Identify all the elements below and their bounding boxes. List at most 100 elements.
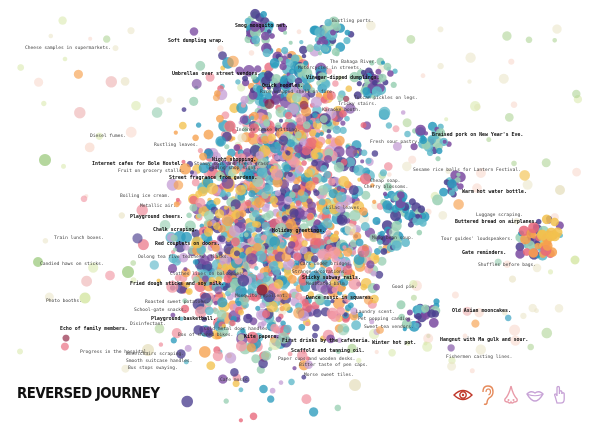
memory-dot[interactable] <box>205 306 214 316</box>
memory-dot[interactable] <box>249 123 260 134</box>
memory-label[interactable]: Red couplets on doors. <box>155 241 220 247</box>
memory-dot[interactable] <box>339 110 347 118</box>
memory-dot[interactable] <box>80 195 88 203</box>
memory-dot[interactable] <box>519 170 530 181</box>
memory-dot[interactable] <box>256 272 264 280</box>
memory-dot[interactable] <box>343 247 353 257</box>
memory-label[interactable]: Cars under bridges. <box>300 262 353 267</box>
memory-dot[interactable] <box>130 260 137 266</box>
memory-dot[interactable] <box>256 279 263 286</box>
memory-dot[interactable] <box>360 159 365 164</box>
memory-dot[interactable] <box>299 45 308 55</box>
memory-dot[interactable] <box>256 85 264 93</box>
memory-dot[interactable] <box>467 79 472 84</box>
memory-dot[interactable] <box>343 95 350 102</box>
memory-dot[interactable] <box>212 94 220 102</box>
memory-dot[interactable] <box>226 161 232 166</box>
memory-label[interactable]: Holiday greetings. <box>272 228 325 234</box>
memory-dot[interactable] <box>378 73 387 82</box>
memory-label[interactable]: Steamy soil and fresh grass. <box>194 162 272 167</box>
memory-dot[interactable] <box>295 292 303 300</box>
memory-dot[interactable] <box>249 115 255 121</box>
memory-dot[interactable] <box>285 150 291 156</box>
memory-label[interactable]: Motorcycles in streets. <box>298 66 362 71</box>
memory-dot[interactable] <box>296 29 302 35</box>
memory-dot[interactable] <box>266 246 274 254</box>
memory-dot[interactable] <box>347 302 354 309</box>
memory-dot[interactable] <box>235 267 243 275</box>
memory-dot[interactable] <box>369 319 375 325</box>
memory-label[interactable]: Mosquito repellent. <box>235 294 288 299</box>
memory-dot[interactable] <box>426 149 434 157</box>
memory-dot[interactable] <box>206 361 216 370</box>
memory-dot[interactable] <box>347 295 353 301</box>
memory-dot[interactable] <box>402 161 412 172</box>
memory-dot[interactable] <box>142 344 154 356</box>
memory-label[interactable]: Sticky subway rails. <box>302 275 361 281</box>
memory-dot[interactable] <box>302 121 311 130</box>
memory-dot[interactable] <box>261 135 270 144</box>
memory-dot[interactable] <box>277 151 283 156</box>
memory-dot[interactable] <box>199 346 211 358</box>
memory-dot[interactable] <box>248 190 256 198</box>
memory-dot[interactable] <box>390 210 402 222</box>
memory-dot[interactable] <box>280 320 286 327</box>
memory-dot[interactable] <box>299 100 309 110</box>
memory-dot[interactable] <box>173 180 184 190</box>
memory-label[interactable]: Paper cups and wooden desks. <box>278 357 356 362</box>
memory-label[interactable]: Sesame rice balls for Lantern Festival. <box>413 168 521 173</box>
memory-dot[interactable] <box>387 70 394 77</box>
memory-dot[interactable] <box>261 350 272 361</box>
memory-dot[interactable] <box>283 203 291 210</box>
memory-dot[interactable] <box>278 380 284 385</box>
memory-dot[interactable] <box>60 342 69 351</box>
memory-dot[interactable] <box>328 189 338 199</box>
memory-dot[interactable] <box>237 133 247 143</box>
memory-dot[interactable] <box>279 62 287 71</box>
memory-dot[interactable] <box>357 245 370 258</box>
memory-dot[interactable] <box>285 245 295 255</box>
memory-dot[interactable] <box>283 196 293 205</box>
memory-label[interactable]: Buttered bread on airplanes. <box>455 219 538 225</box>
memory-dot[interactable] <box>44 292 54 302</box>
memory-dot[interactable] <box>402 327 407 332</box>
memory-label[interactable]: Bustling ports. <box>332 19 374 24</box>
memory-dot[interactable] <box>248 293 256 301</box>
memory-dot[interactable] <box>277 23 287 33</box>
memory-dot[interactable] <box>373 283 380 291</box>
memory-dot[interactable] <box>156 278 161 283</box>
memory-dot[interactable] <box>297 72 303 78</box>
memory-dot[interactable] <box>353 91 362 100</box>
memory-dot[interactable] <box>316 40 321 45</box>
memory-dot[interactable] <box>256 284 268 296</box>
memory-dot[interactable] <box>304 168 313 178</box>
memory-dot[interactable] <box>320 165 328 172</box>
memory-dot[interactable] <box>243 65 255 77</box>
memory-dot[interactable] <box>522 179 533 190</box>
memory-dot[interactable] <box>391 240 402 251</box>
memory-label[interactable]: Scaffold and tanning oil. <box>291 348 365 354</box>
memory-label[interactable]: Luggage scraping. <box>476 213 524 218</box>
memory-dot[interactable] <box>215 136 226 147</box>
memory-dot[interactable] <box>178 252 189 263</box>
memory-dot[interactable] <box>358 76 363 81</box>
memory-dot[interactable] <box>298 323 306 331</box>
memory-dot[interactable] <box>301 160 307 166</box>
memory-dot[interactable] <box>127 27 135 35</box>
memory-label[interactable]: School-gate snacks. <box>134 308 187 313</box>
memory-dot[interactable] <box>205 72 215 82</box>
memory-dot[interactable] <box>301 53 307 59</box>
memory-dot[interactable] <box>332 23 342 32</box>
memory-label[interactable]: Metallic air. <box>140 204 176 209</box>
memory-label[interactable]: Cold metal door handles. <box>204 327 271 332</box>
memory-dot[interactable] <box>306 198 313 205</box>
memory-dot[interactable] <box>305 321 310 327</box>
memory-dot[interactable] <box>511 160 517 167</box>
memory-dot[interactable] <box>510 335 521 346</box>
memory-dot[interactable] <box>235 184 246 196</box>
memory-dot[interactable] <box>274 190 281 197</box>
memory-dot[interactable] <box>326 129 332 134</box>
memory-dot[interactable] <box>550 217 559 227</box>
memory-dot[interactable] <box>305 180 316 191</box>
memory-dot[interactable] <box>271 74 282 84</box>
